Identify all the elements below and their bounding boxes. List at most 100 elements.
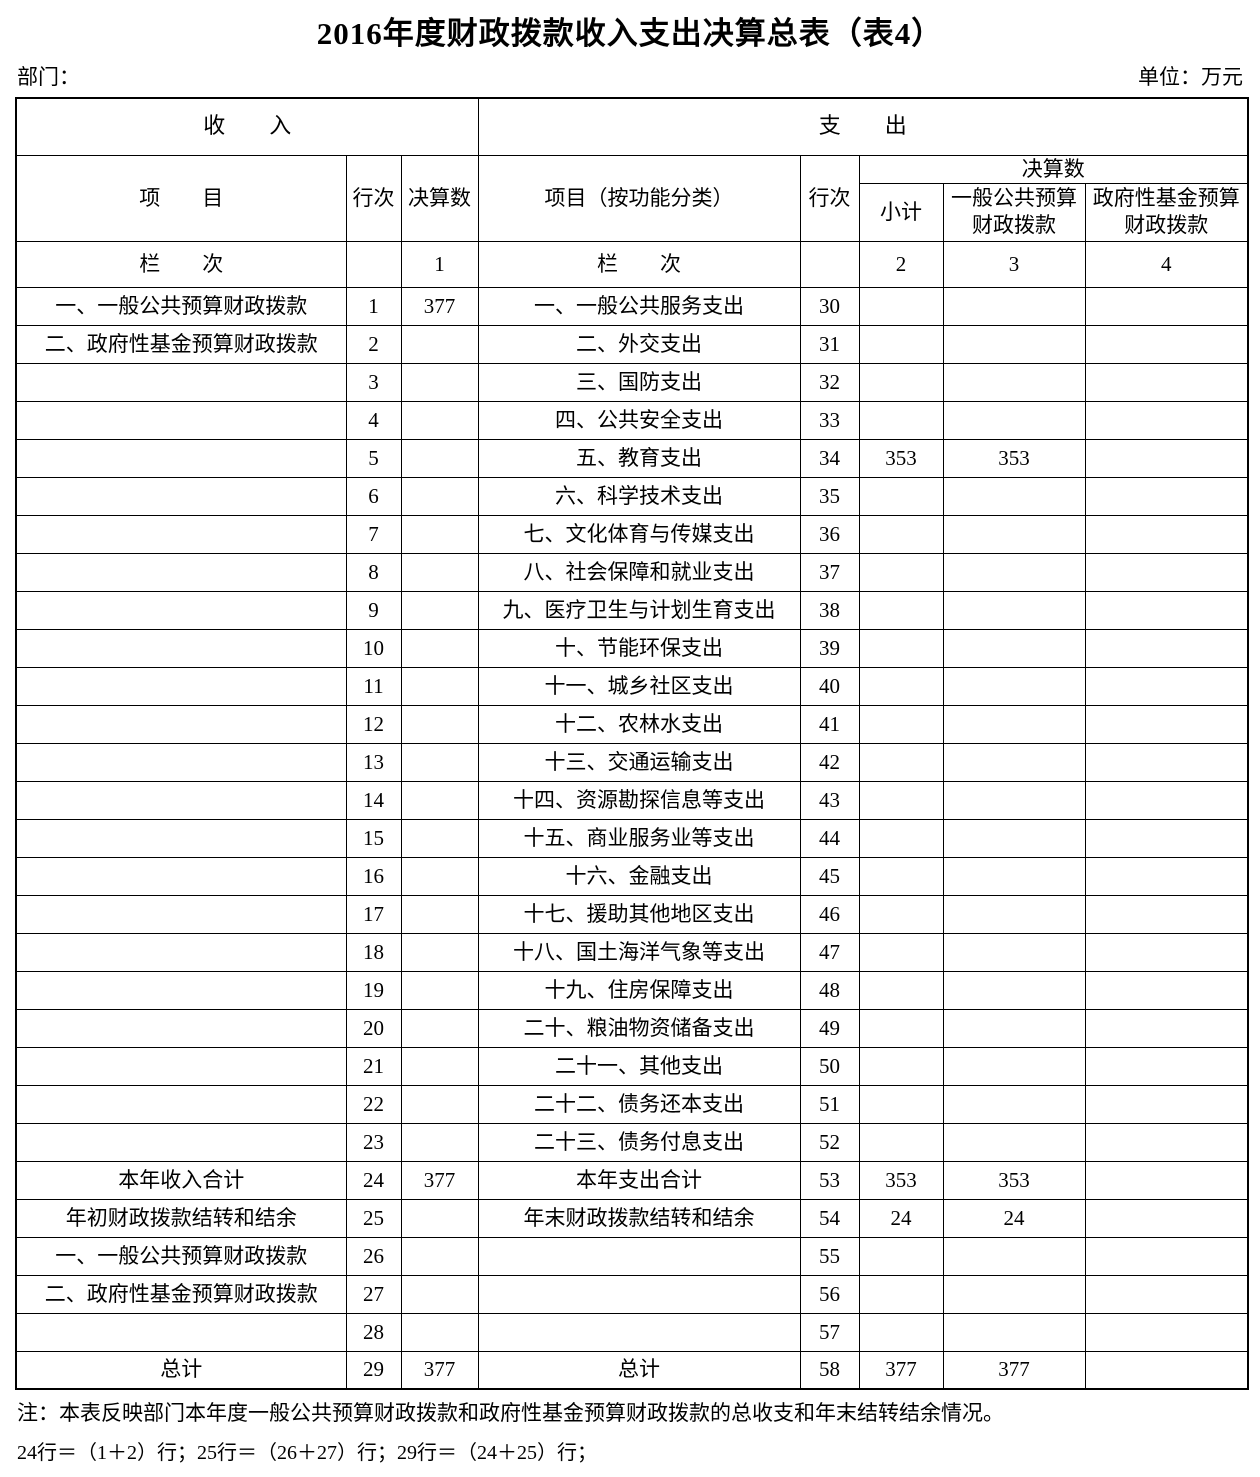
expense-rowno-cell: 32 [799, 362, 860, 402]
gov-fund-value-cell [1084, 932, 1249, 972]
expense-rowno-cell: 52 [799, 1122, 860, 1162]
income-rowno-cell: 8 [345, 552, 402, 592]
col-num-2: 2 [858, 240, 944, 288]
subtotal-value-cell: 353 [858, 1160, 944, 1200]
income-rowno-cell: 23 [345, 1122, 402, 1162]
subtotal-value-cell [858, 476, 944, 516]
income-value-cell [400, 970, 479, 1010]
income-value-cell [400, 742, 479, 782]
gov-fund-value-cell [1084, 590, 1249, 630]
subtotal-value-cell [858, 704, 944, 744]
blank-cell [345, 240, 402, 288]
income-value-cell [400, 856, 479, 896]
general-budget-value-cell [942, 362, 1086, 402]
subtotal-value-cell [858, 1008, 944, 1048]
general-budget-value-cell [942, 1236, 1086, 1276]
general-budget-value-cell [942, 666, 1086, 706]
general-budget-value-cell: 353 [942, 438, 1086, 478]
income-item-cell: 一、一般公共预算财政拨款 [15, 1236, 347, 1276]
note-line-2: 24行＝（1＋2）行；25行＝（26＋27）行；29行＝（24＋25）行； [17, 1441, 597, 1464]
income-value-cell [400, 1122, 479, 1162]
general-budget-value-cell [942, 818, 1086, 858]
subtotal-value-cell [858, 970, 944, 1010]
table-row: 4 四、公共安全支出 33 [15, 400, 1249, 440]
gov-fund-value-cell [1084, 704, 1249, 744]
subtotal-value-cell: 377 [858, 1350, 944, 1390]
expense-rowno-cell: 46 [799, 894, 860, 934]
expense-rowno-cell: 47 [799, 932, 860, 972]
expense-item-cell: 二十、粮油物资储备支出 [477, 1008, 801, 1048]
blank-cell [799, 240, 860, 288]
income-item-cell [15, 362, 347, 402]
subtotal-value-cell: 353 [858, 438, 944, 478]
expense-item-cell: 年末财政拨款结转和结余 [477, 1198, 801, 1238]
subtotal-value-cell [858, 286, 944, 326]
income-item-cell: 本年收入合计 [15, 1160, 347, 1200]
column-header-row-1: 项 目 行次 决算数 项目（按功能分类） 行次 决算数 [15, 154, 1249, 242]
col-header-expense-final: 决算数 [858, 154, 1249, 184]
gov-fund-value-cell [1084, 666, 1249, 706]
department-label: 部门： [17, 65, 80, 89]
gov-fund-value-cell [1084, 1046, 1249, 1086]
gov-fund-value-cell [1084, 818, 1249, 858]
income-value-cell [400, 1312, 479, 1352]
income-value-cell [400, 476, 479, 516]
general-budget-value-cell [942, 514, 1086, 554]
subtotal-value-cell [858, 894, 944, 934]
table-row: 总计 29 377 总计 58 377 377 [15, 1350, 1249, 1390]
income-value-cell [400, 514, 479, 554]
col-num-4: 4 [1084, 240, 1249, 288]
page-title: 2016年度财政拨款收入支出决算总表（表4） [316, 16, 944, 51]
expense-rowno-cell: 39 [799, 628, 860, 668]
note-line-1: 注：本表反映部门本年度一般公共预算财政拨款和政府性基金预算财政拨款的总收支和年末… [17, 1401, 1004, 1426]
expense-rowno-cell: 50 [799, 1046, 860, 1086]
income-rowno-cell: 22 [345, 1084, 402, 1124]
col-num-1: 1 [400, 240, 479, 288]
income-item-cell [15, 742, 347, 782]
general-budget-value-cell [942, 970, 1086, 1010]
expense-item-cell [477, 1236, 801, 1276]
expense-item-cell: 四、公共安全支出 [477, 400, 801, 440]
income-rowno-cell: 6 [345, 476, 402, 516]
expense-item-cell: 六、科学技术支出 [477, 476, 801, 516]
general-budget-value-cell [942, 1122, 1086, 1162]
subtotal-value-cell [858, 856, 944, 896]
section-header-row: 收 入 支 出 [15, 97, 1249, 156]
expense-item-cell: 三、国防支出 [477, 362, 801, 402]
subtotal-value-cell [858, 1122, 944, 1162]
general-budget-value-cell [942, 324, 1086, 364]
income-rowno-cell: 11 [345, 666, 402, 706]
general-budget-value-cell [942, 552, 1086, 592]
income-item-cell [15, 476, 347, 516]
gov-fund-value-cell [1084, 894, 1249, 934]
table-body: 一、一般公共预算财政拨款 1 377 一、一般公共服务支出 30 二、政府性基金预算财政拨… [15, 286, 1249, 1390]
lanci-expense-label: 栏 次 [477, 240, 801, 288]
gov-fund-value-cell [1084, 514, 1249, 554]
general-budget-value-cell [942, 742, 1086, 782]
expense-item-cell: 十四、资源勘探信息等支出 [477, 780, 801, 820]
gov-fund-value-cell [1084, 1198, 1249, 1238]
gov-fund-value-cell [1084, 1274, 1249, 1314]
table-row: 20 二十、粮油物资储备支出 49 [15, 1008, 1249, 1048]
expense-rowno-cell: 31 [799, 324, 860, 364]
expense-item-cell: 十二、农林水支出 [477, 704, 801, 744]
expense-rowno-cell: 45 [799, 856, 860, 896]
income-value-cell [400, 1046, 479, 1086]
table-row: 一、一般公共预算财政拨款 26 55 [15, 1236, 1249, 1276]
expense-item-cell: 五、教育支出 [477, 438, 801, 478]
income-rowno-cell: 20 [345, 1008, 402, 1048]
income-item-cell [15, 590, 347, 630]
expense-item-cell: 十八、国土海洋气象等支出 [477, 932, 801, 972]
expense-rowno-cell: 51 [799, 1084, 860, 1124]
general-budget-value-cell [942, 476, 1086, 516]
income-item-cell: 一、一般公共预算财政拨款 [15, 286, 347, 326]
expense-rowno-cell: 36 [799, 514, 860, 554]
gov-fund-value-cell [1084, 1350, 1249, 1390]
gov-fund-value-cell [1084, 438, 1249, 478]
income-value-cell [400, 932, 479, 972]
income-value-cell [400, 324, 479, 364]
expense-rowno-cell: 37 [799, 552, 860, 592]
expense-rowno-cell: 33 [799, 400, 860, 440]
expense-item-cell: 二十三、债务付息支出 [477, 1122, 801, 1162]
income-value-cell: 377 [400, 1160, 479, 1200]
